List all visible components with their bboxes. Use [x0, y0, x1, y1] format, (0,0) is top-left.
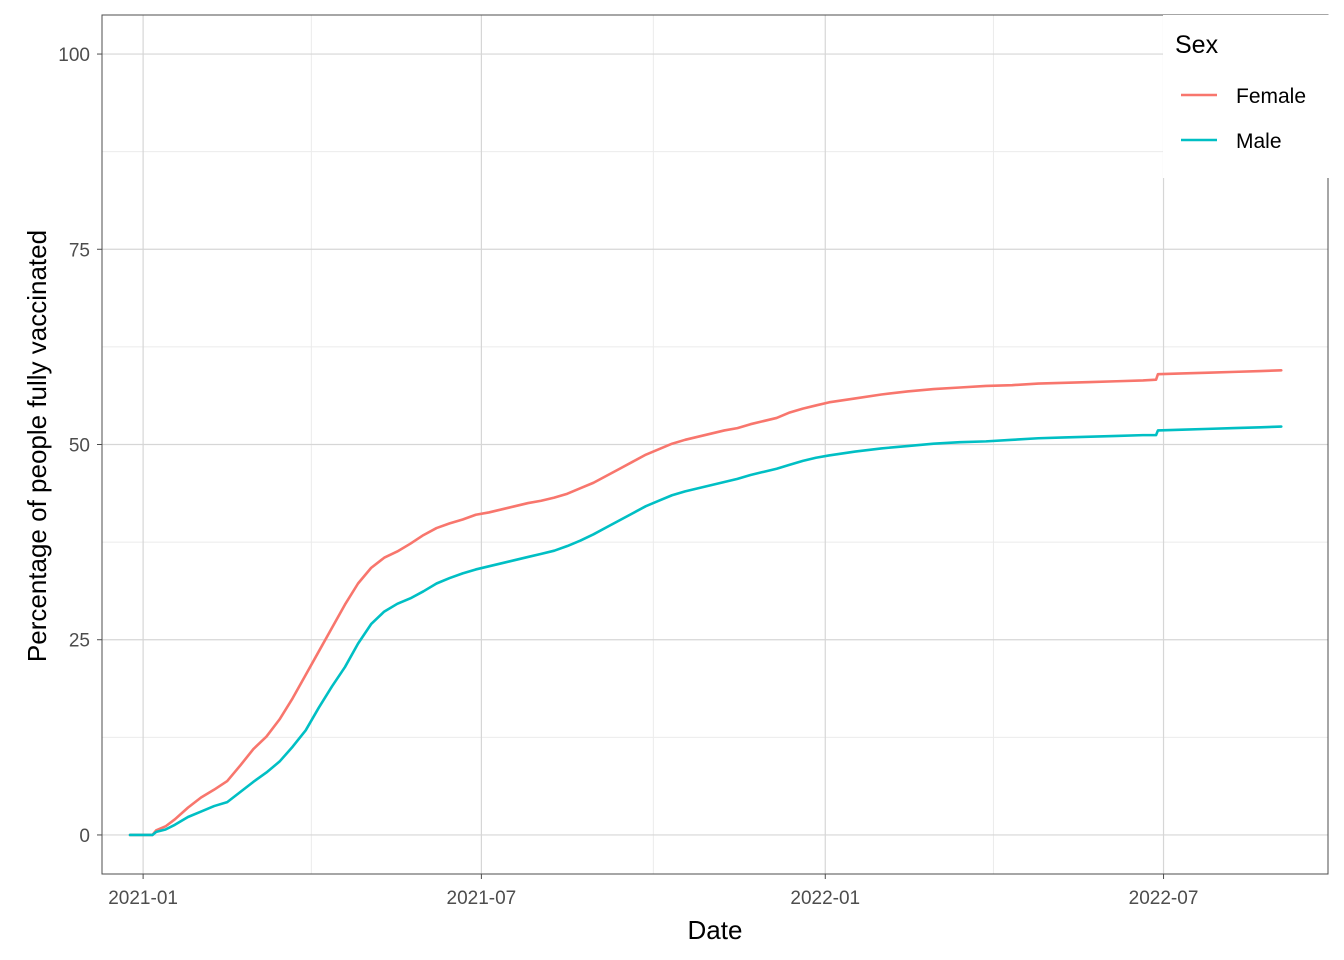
series-lines — [128, 369, 1283, 837]
y-tick-label: 100 — [58, 45, 90, 66]
series-line-male — [128, 425, 1283, 837]
x-tick-label: 2021-07 — [447, 888, 517, 909]
minor-y-gridlines — [102, 151, 1328, 738]
x-axis-title: Date — [688, 915, 743, 945]
series-line-female — [128, 369, 1283, 837]
x-tick-label: 2022-01 — [790, 888, 860, 909]
legend-title: Sex — [1175, 31, 1219, 59]
y-axis-title: Percentage of people fully vaccinated — [22, 230, 52, 662]
legend-item-male: Male — [1181, 130, 1282, 153]
y-tick-label: 75 — [69, 240, 90, 261]
legend-label: Female — [1236, 85, 1306, 108]
legend: Sex Female Male — [1163, 15, 1344, 178]
legend-item-female: Female — [1181, 85, 1306, 108]
y-tick-label: 25 — [69, 631, 90, 652]
x-tick-label: 2021-01 — [108, 888, 178, 909]
x-axis: 2021-01 2021-07 2022-01 2022-07 — [108, 874, 1198, 909]
legend-background — [1163, 15, 1344, 178]
x-tick-label: 2022-07 — [1129, 888, 1199, 909]
y-tick-label: 50 — [69, 436, 90, 457]
y-axis: 0 25 50 75 100 — [58, 45, 102, 847]
major-y-gridlines — [102, 53, 1328, 836]
legend-items: Female Male — [1181, 85, 1306, 153]
y-tick-label: 0 — [79, 826, 90, 847]
legend-label: Male — [1236, 130, 1282, 153]
major-x-gridlines — [142, 15, 1165, 874]
